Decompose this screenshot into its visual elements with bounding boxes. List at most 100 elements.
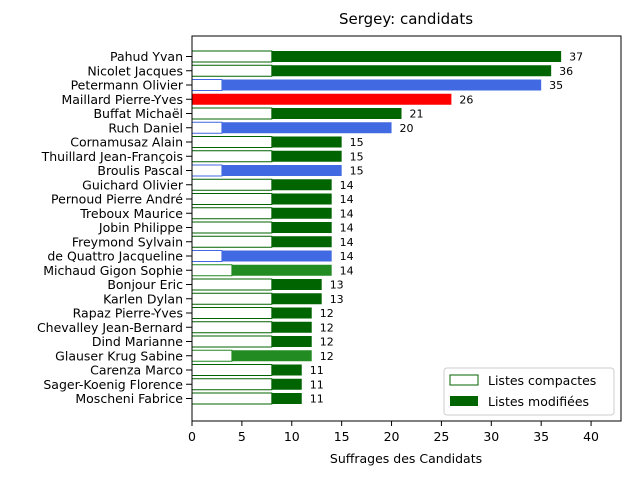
bar-compactes [191,235,273,248]
bar-modifiees [271,207,332,219]
bar-modifiees [221,250,332,262]
bar-compactes [191,278,273,291]
value-label: 14 [340,207,354,220]
value-labels: 3736352621201515151414141414141413131212… [310,51,583,406]
value-label: 15 [350,136,364,149]
bar-compactes [191,164,223,177]
bar-modifiees [271,364,302,376]
bar-modifiees [192,93,452,105]
category-label: Guichard Olivier [82,177,184,192]
bar-modifiees [271,136,342,148]
legend-label-compactes: Listes compactes [488,373,596,388]
x-tick-label: 5 [238,429,246,444]
category-label: Ruch Daniel [108,120,183,135]
bar-modifiees [271,279,322,290]
category-label: Rapaz Pierre-Yves [73,306,183,321]
bar-modifiees [231,350,312,362]
bar-modifiees [271,65,552,77]
chart-title: Sergey: candidats [339,10,473,28]
bar-modifiees [221,79,542,91]
bar-modifiees [271,393,302,404]
bar-compactes [191,193,273,205]
bar-compactes [191,364,273,376]
value-label: 13 [330,293,344,306]
value-label: 14 [340,264,354,277]
bar-compactes [191,178,273,191]
bar-modifiees [231,264,332,276]
bar-compactes [191,50,273,63]
bar-modifiees [271,336,312,347]
x-tick-label: 30 [483,429,499,444]
x-tick-label: 15 [334,429,350,444]
value-label: 21 [410,108,424,121]
bar-compactes [191,378,273,391]
value-label: 14 [340,193,354,206]
bar-compactes [191,150,273,163]
x-tick-label: 25 [433,429,449,444]
value-label: 14 [340,179,354,192]
bar-modifiees [271,193,332,205]
legend-label-modifiees: Listes modifiées [488,394,589,409]
bar-compactes [191,221,273,234]
value-label: 14 [340,250,354,263]
category-label: Chevalley Jean-Bernard [37,320,183,335]
bar-compactes [191,321,273,334]
x-tick-label: 40 [583,429,599,444]
bar-compactes [191,392,273,405]
category-label: Moscheni Fabrice [75,391,183,406]
category-label: Bonjour Eric [107,277,183,292]
bar-modifiees [271,179,332,191]
bar-compactes [191,136,273,148]
bar-modifiees [221,165,342,176]
x-tick-label: 20 [384,429,400,444]
category-label: Pernoud Pierre André [51,192,183,207]
category-label: Michaud Gigon Sophie [43,263,183,278]
bar-compactes [191,307,273,319]
x-axis-label: Suffrages des Candidats [330,451,482,466]
value-label: 35 [549,79,563,92]
legend-box [443,367,615,416]
legend-swatch-modifiees [450,396,478,406]
category-label: Glauser Krug Sabine [55,348,183,363]
category-label: Maillard Pierre-Yves [61,92,183,107]
value-label: 11 [310,364,324,377]
bar-modifiees [271,108,402,119]
category-label: Pahud Yvan [110,49,183,64]
value-label: 12 [320,350,334,363]
value-label: 14 [340,222,354,235]
value-label: 12 [320,321,334,334]
value-label: 14 [340,236,354,249]
bar-compactes [191,207,273,220]
value-label: 11 [310,378,324,391]
category-label: Buffat Michaël [93,106,183,121]
value-label: 11 [310,393,324,406]
category-label: Karlen Dylan [103,291,183,306]
category-label: Carenza Marco [90,363,183,378]
value-label: 15 [350,150,364,163]
category-label: Broulis Pascal [97,163,183,178]
value-label: 20 [400,122,414,135]
bar-compactes [191,79,223,91]
bar-modifiees [271,321,312,333]
bar-compactes [191,292,273,305]
bar-modifiees [271,222,332,233]
category-label: Cornamusaz Alain [70,135,183,150]
value-label: 12 [320,336,334,349]
bar-compactes [191,64,273,77]
value-label: 12 [320,307,334,320]
bars-layer [191,50,562,405]
category-label: Dind Marianne [92,334,183,349]
bar-modifiees [271,293,322,305]
plot-frame [191,35,622,422]
x-tick-label: 35 [533,429,549,444]
legend: Listes compactes Listes modifiées [443,367,615,416]
category-label: de Quattro Jacqueline [47,249,183,264]
x-axis-ticks: 0 5 10 15 20 25 30 35 40 [188,421,599,444]
category-label: Petermann Olivier [71,78,184,93]
bar-compactes [191,335,273,348]
bar-modifiees [221,122,392,134]
category-label: Sager-Koenig Florence [43,377,183,392]
category-label: Thuillard Jean-François [41,149,183,164]
